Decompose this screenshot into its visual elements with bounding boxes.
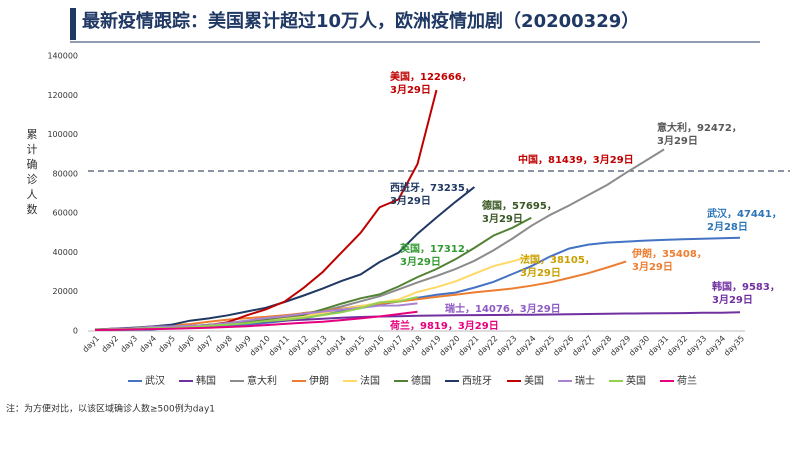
y-tick-label: 0 (73, 327, 78, 336)
x-tick-label: day1 (81, 334, 101, 354)
annotation: 韩国，9583， (712, 280, 780, 293)
title-bar (70, 8, 76, 40)
x-tick-label: day4 (138, 334, 158, 354)
y-tick-label: 80000 (53, 169, 78, 178)
y-tick-label: 100000 (47, 130, 78, 139)
x-tick-label: day2 (100, 334, 120, 354)
annotation: 瑞士，14076，3月29日 (445, 302, 561, 315)
chart-title: 最新疫情跟踪：美国累计超过10万人，欧洲疫情加剧（20200329） (82, 10, 639, 32)
annotation: 西班牙，73235， (390, 181, 475, 194)
series-line (94, 310, 418, 331)
y-tick-label: 40000 (53, 248, 78, 257)
annotation: 意大利，92472， (657, 121, 742, 134)
legend-label: 英国 (626, 374, 646, 387)
annotation: 2月28日 (707, 221, 748, 233)
annotation: 武汉，47441， (707, 207, 782, 220)
x-tick-label: day35 (722, 334, 746, 358)
x-tick-label: day8 (214, 334, 234, 354)
y-tick-label: 20000 (53, 287, 78, 296)
annotation: 3月29日 (390, 195, 431, 207)
y-tick-label: 60000 (53, 209, 78, 218)
annotation: 美国，122666， (390, 70, 472, 83)
annotation: 3月29日 (657, 135, 698, 147)
y-tick-label: 120000 (47, 91, 78, 100)
annotation: 中国，81439，3月29日 (518, 153, 634, 166)
legend-label: 德国 (411, 374, 431, 387)
annotation: 荷兰，9819，3月29日 (389, 319, 499, 332)
y-axis-label: 累计确诊人数 (27, 128, 38, 216)
legend-label: 武汉 (145, 374, 165, 387)
legend-label: 美国 (524, 374, 544, 387)
legend-label: 伊朗 (309, 375, 329, 387)
x-tick-label: day5 (157, 334, 177, 354)
annotation: 3月29日 (482, 213, 523, 225)
x-tick-label: day7 (195, 334, 215, 354)
legend-label: 瑞士 (575, 374, 595, 387)
legend-label: 韩国 (196, 374, 216, 387)
annotation: 伊朗，35408， (631, 247, 707, 260)
note: 注：为方便对比，以该区域确诊人数≥500例为day1 (6, 403, 215, 415)
x-tick-label: day3 (119, 334, 139, 354)
annotation: 3月29日 (520, 267, 561, 279)
y-tick-label: 140000 (47, 52, 78, 61)
annotation: 法国，38105， (520, 253, 595, 266)
x-tick-label: day6 (176, 334, 196, 354)
annotation: 德国，57695， (481, 199, 557, 212)
annotation: 3月29日 (400, 256, 441, 268)
legend-label: 意大利 (247, 374, 277, 387)
annotation: 英国，17312， (399, 242, 475, 255)
legend-label: 荷兰 (677, 374, 697, 387)
annotation: 3月29日 (712, 294, 753, 306)
annotation: 3月29日 (632, 261, 673, 273)
legend-label: 西班牙 (462, 375, 492, 387)
legend-label: 法国 (360, 374, 380, 387)
annotation: 3月29日 (390, 84, 431, 96)
